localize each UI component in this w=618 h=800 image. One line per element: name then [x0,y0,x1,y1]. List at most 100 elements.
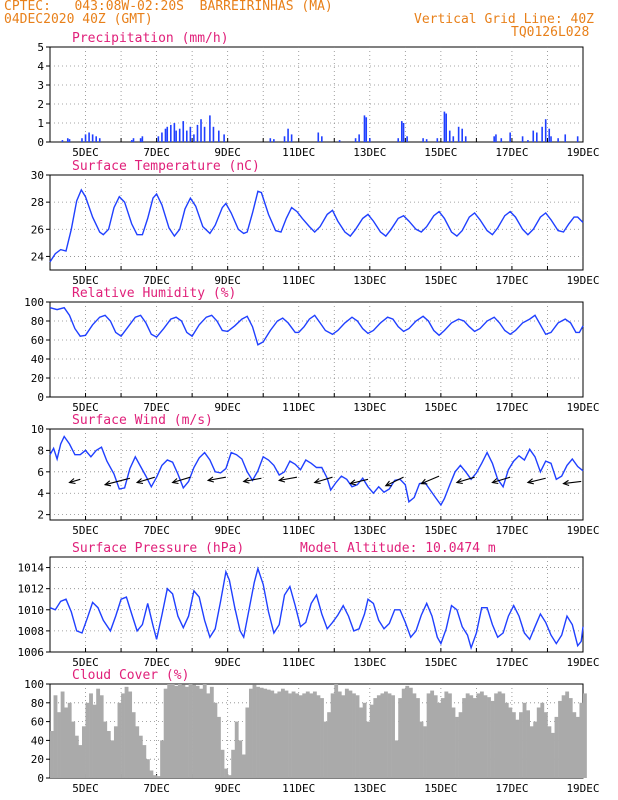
y-tick-label: 5 [37,41,44,54]
cloud-bar [238,740,243,778]
cloud-bar [121,693,125,778]
cloud-bar [554,716,559,778]
wind-arrow [69,478,81,484]
cloud-bar [526,710,530,778]
x-tick-label: 15DEC [424,656,457,669]
cloud-bar [408,687,413,778]
cloud-bar [280,688,285,778]
precip-bar [422,138,424,142]
cloud-bar [156,776,161,778]
precip-bar [193,134,195,142]
wind-arrow-head [526,478,534,485]
precip-bar [98,138,101,142]
x-tick-label: 17DEC [495,656,528,669]
wind-arrow-head [455,478,463,485]
precip-bar [548,128,551,142]
cloud-bar [472,698,477,778]
cloud-bar [334,684,339,778]
cloud-bar [220,749,225,778]
series-line [49,188,584,263]
cloud-bar [494,693,499,778]
precip-bar [443,111,446,142]
precip-bar [95,136,97,142]
cloud-bar [291,691,296,778]
cloud-bar [195,685,200,778]
cloud-bar [479,691,484,778]
precip-bar [354,138,357,142]
precip-bar [283,136,286,142]
cloud-bar [217,716,221,778]
precip-bar [541,126,543,142]
y-tick-label: 30 [31,169,44,182]
precip-bar [61,140,64,142]
x-tick-label: 17DEC [495,524,528,537]
precip-bar [493,136,495,142]
cloud-bar [327,712,332,778]
cloud-bar [398,698,403,778]
x-tick-label: 9DEC [214,656,241,669]
cloud-bar [213,702,218,778]
precip-bar [88,132,90,142]
x-tick-label: 17DEC [495,146,528,159]
cloud-bar [380,693,385,778]
cloud-bar [490,700,495,778]
wind-arrow [492,476,511,484]
y-tick-label: 24 [31,250,45,263]
x-tick-label: 13DEC [353,524,386,537]
precip-bar [338,140,341,142]
wind-arrow-head [103,480,112,487]
cloud-bar [362,702,367,778]
cloud-bar [60,691,65,778]
cloud-bar [135,726,140,778]
cloud-bar [412,693,417,778]
cloud-bar [209,686,214,778]
precip-bar [445,113,447,142]
cloud-bar [508,707,513,778]
cloud-bar [551,732,555,778]
precip-bar [273,139,275,142]
x-tick-label: 19DEC [566,782,599,795]
x-tick-label: 5DEC [72,656,99,669]
precip-bar [495,134,497,142]
precip-bar [66,138,69,142]
precip-bar [178,128,181,142]
x-tick-label: 9DEC [214,782,241,795]
cloud-bar [142,745,147,778]
cloud-bar [366,721,371,778]
cloud-bar [96,688,101,778]
y-tick-label: 28 [31,196,44,209]
x-tick-label: 13DEC [353,146,386,159]
y-tick-label: 2 [37,509,44,522]
cloud-bar [113,726,118,778]
precip-bar [287,128,289,142]
y-tick-label: 1008 [18,625,45,638]
y-tick-label: 1 [37,117,44,130]
precip-bar [173,123,176,142]
wind-arrow [279,476,298,481]
precip-bar [203,126,206,142]
precip-bar [527,140,529,142]
precip-bar [157,136,160,142]
precip-bar [461,128,463,142]
cloud-bar [305,691,310,778]
precip-bar [321,136,323,142]
precip-bar [406,136,408,142]
cloud-bar [153,775,157,778]
precip-bar [509,132,511,142]
x-tick-label: 19DEC [566,524,599,537]
y-tick-label: 20 [31,372,44,385]
wind-arrow-head [206,476,215,483]
cloud-bar [440,698,445,778]
cloud-bar [50,731,54,778]
cloud-bar [124,686,129,778]
cloud-bar [160,740,165,778]
cloud-bar [579,702,584,778]
cloud-bar [487,697,491,778]
wind-arrow [350,478,369,485]
x-tick-label: 9DEC [214,274,241,287]
precip-bar [189,126,192,142]
cloud-bar [337,691,342,778]
precip-bar [81,138,83,142]
cloud-bar [433,695,438,778]
x-tick-label: 7DEC [143,274,170,287]
